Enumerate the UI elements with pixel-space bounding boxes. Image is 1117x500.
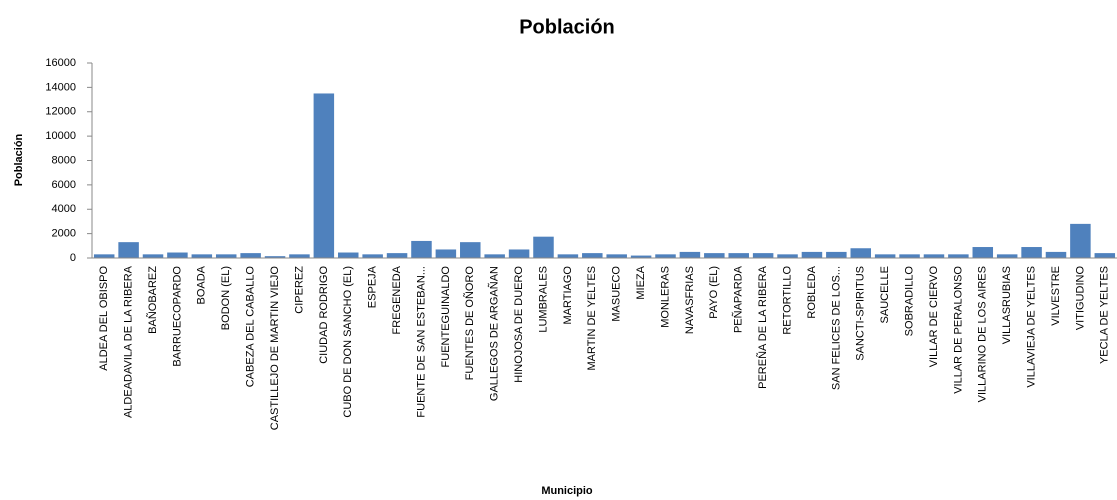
x-tick-label: VILLAR DE PERALONSO: [952, 266, 964, 394]
x-tick-label: SAN FELICES DE LOS...: [830, 266, 842, 390]
bar: [264, 256, 286, 258]
bar: [655, 254, 676, 258]
x-tick-label: VILVESTRE: [1050, 266, 1062, 326]
bar: [801, 251, 823, 258]
x-axis-title: Municipio: [541, 485, 593, 497]
x-tick-label: MASUECO: [611, 266, 623, 322]
bar: [923, 254, 945, 258]
x-tick-label: PEREÑA DE LA RIBERA: [756, 265, 769, 389]
bar: [460, 242, 481, 258]
y-tick-label: 0: [70, 252, 76, 264]
x-tick-label: LUMBRALES: [537, 266, 549, 333]
bar: [93, 254, 115, 258]
bar: [533, 236, 554, 258]
bar: [996, 254, 1018, 258]
x-tick-label: ALDEA DEL OBISPO: [98, 266, 110, 371]
bar: [582, 253, 603, 258]
x-tick-label: CUBO DE DON SANCHO (EL): [342, 266, 354, 418]
x-tick-label: BOADA: [196, 265, 208, 304]
x-tick-label: YECLA DE YELTES: [1099, 266, 1111, 364]
bar: [191, 254, 213, 258]
bar: [338, 252, 359, 258]
x-tick-label: SANCTI-SPIRITUS: [855, 266, 867, 361]
y-tick-label: 16000: [45, 57, 76, 69]
x-tick-label: NAVASFRIAS: [684, 266, 696, 334]
x-tick-label: RETORTILLO: [781, 266, 793, 335]
bar: [362, 254, 383, 258]
bar: [1021, 247, 1042, 258]
bar: [728, 253, 749, 258]
bar: [899, 254, 920, 258]
x-tick-label: BARRUECOPARDO: [171, 266, 183, 367]
x-tick-label: PEÑAPARDA: [732, 265, 745, 333]
bar: [752, 253, 774, 258]
bar: [289, 254, 310, 258]
bar: [240, 253, 261, 258]
y-tick-label: 4000: [52, 203, 76, 215]
bar: [313, 93, 335, 258]
y-tick-label: 10000: [45, 130, 76, 142]
x-tick-label: FREGENEDA: [391, 265, 403, 334]
bar: [411, 240, 432, 258]
x-tick-label: CABEZA DEL CABALLO: [245, 266, 257, 388]
x-tick-label: HINOJOSA DE DUERO: [513, 266, 525, 383]
x-tick-label: FUENTE DE SAN ESTEBAN...: [415, 266, 427, 418]
x-tick-label: MARTIAGO: [562, 266, 574, 325]
bar: [435, 249, 457, 258]
y-tick-label: 14000: [45, 81, 76, 93]
x-tick-label: VILLAR DE CIERVO: [928, 266, 940, 368]
x-tick-label: BODON (EL): [220, 266, 232, 330]
bar: [1045, 251, 1067, 258]
x-tick-label: FUENTES DE OÑORO: [463, 266, 476, 381]
chart-title: Población: [519, 16, 615, 38]
bar: [874, 254, 896, 258]
x-tick-label: SAUCELLE: [879, 266, 891, 323]
bar: [972, 247, 994, 258]
bar: [1070, 223, 1091, 258]
bar: [777, 254, 798, 258]
x-tick-label: SOBRADILLO: [903, 266, 915, 337]
x-tick-label: ALDEADAVILA DE LA RIBERA: [123, 265, 135, 418]
x-tick-label: GALLEGOS DE ARGAÑAN: [488, 266, 501, 401]
x-tick-label: VILLARINO DE LOS AIRES: [977, 266, 989, 402]
bar: [1094, 253, 1116, 258]
y-axis-title: Población: [13, 133, 25, 186]
bar: [557, 254, 579, 258]
bar: [850, 248, 871, 258]
bar: [118, 242, 139, 258]
x-tick-label: VILLASRUBIAS: [1001, 266, 1013, 344]
bar: [484, 254, 505, 258]
x-tick-label: MIEZA: [635, 265, 647, 299]
x-tick-label: CIPEREZ: [293, 266, 305, 314]
bar: [167, 252, 188, 258]
bar: [630, 255, 652, 258]
x-tick-label: ESPEJA: [367, 265, 379, 308]
y-tick-label: 8000: [52, 154, 76, 166]
bar: [704, 253, 725, 258]
x-tick-label: VILLAVIEJA DE YELTES: [1025, 266, 1037, 388]
bar: [606, 254, 627, 258]
x-tick-label: FUENTEGUINALDO: [440, 266, 452, 368]
x-tick-label: CASTILLEJO DE MARTIN VIEJO: [269, 266, 281, 431]
y-tick-label: 12000: [45, 106, 76, 118]
bar: [215, 254, 237, 258]
x-tick-label: MONLERAS: [659, 266, 671, 328]
x-tick-label: PAYO (EL): [708, 266, 720, 319]
x-tick-label: BAÑOBAREZ: [146, 266, 159, 334]
y-tick-label: 6000: [52, 179, 76, 191]
bar: [386, 253, 408, 258]
x-tick-label: CIUDAD RODRIGO: [318, 266, 330, 364]
bar: [508, 249, 530, 258]
x-tick-label: VITIGUDINO: [1074, 266, 1086, 331]
bar: [679, 251, 701, 258]
x-tick-label: MARTIN DE YELTES: [586, 266, 598, 371]
x-tick-label: ROBLEDA: [806, 265, 818, 318]
bar: [142, 254, 164, 258]
y-tick-label: 2000: [52, 228, 76, 240]
bar: [826, 251, 847, 258]
bar: [948, 254, 969, 258]
